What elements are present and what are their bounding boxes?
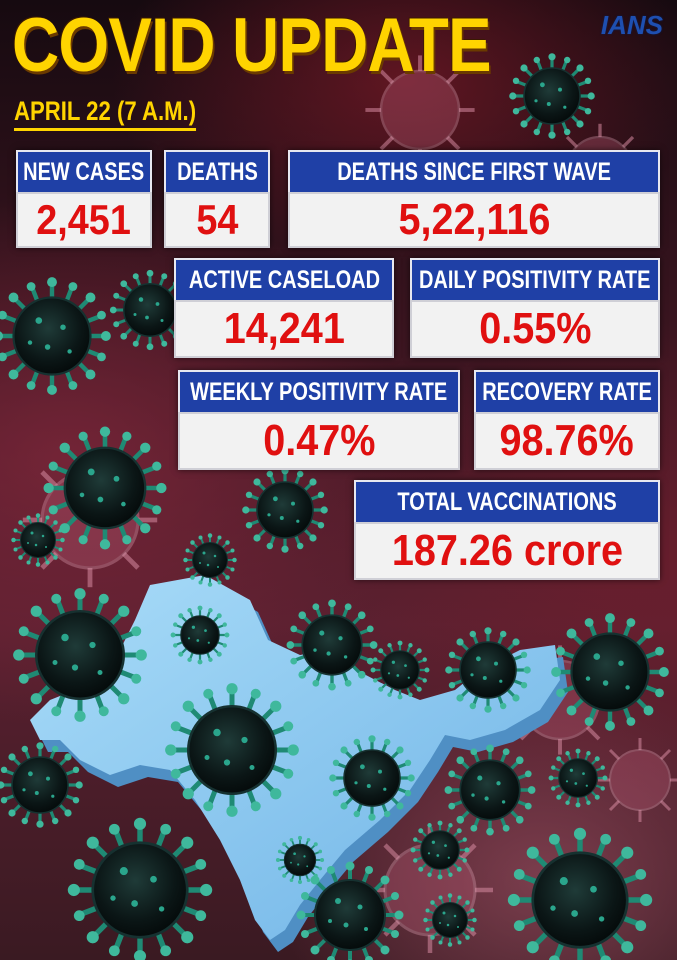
stat-label: WEEKLY POSITIVITY RATE — [190, 377, 448, 406]
stat-value: 14,241 — [223, 304, 345, 353]
stat-value: 187.26 crore — [391, 526, 623, 575]
stat-recovery-rate: RECOVERY RATE 98.76% — [474, 370, 660, 470]
stat-value: 5,22,116 — [398, 195, 550, 244]
page-title: COVID UPDATE — [12, 3, 492, 88]
stat-label: DEATHS — [176, 157, 258, 186]
stat-label: ACTIVE CASELOAD — [188, 265, 380, 294]
stat-active-caseload: ACTIVE CASELOAD 14,241 — [174, 258, 394, 358]
stat-deaths-since-first-wave: DEATHS SINCE FIRST WAVE 5,22,116 — [288, 150, 660, 248]
stat-value: 0.55% — [478, 304, 592, 353]
stat-daily-positivity-rate: DAILY POSITIVITY RATE 0.55% — [410, 258, 660, 358]
stat-label: DAILY POSITIVITY RATE — [419, 265, 651, 294]
stat-value: 0.47% — [262, 416, 376, 465]
stat-value: 2,451 — [36, 196, 132, 243]
stat-label: RECOVERY RATE — [482, 377, 652, 406]
stat-label: TOTAL VACCINATIONS — [397, 487, 617, 516]
stat-value: 54 — [195, 196, 239, 243]
stat-label: DEATHS SINCE FIRST WAVE — [337, 157, 611, 186]
stat-value: 98.76% — [499, 416, 635, 465]
report-date: APRIL 22 (7 A.M.) — [14, 96, 197, 131]
stat-label: NEW CASES — [23, 157, 145, 186]
stat-deaths: DEATHS 54 — [164, 150, 270, 248]
india-map-icon — [30, 575, 568, 952]
stat-weekly-positivity-rate: WEEKLY POSITIVITY RATE 0.47% — [178, 370, 460, 470]
stat-new-cases: NEW CASES 2,451 — [16, 150, 152, 248]
stat-total-vaccinations: TOTAL VACCINATIONS 187.26 crore — [354, 480, 660, 580]
ians-logo: IANS — [600, 10, 663, 40]
